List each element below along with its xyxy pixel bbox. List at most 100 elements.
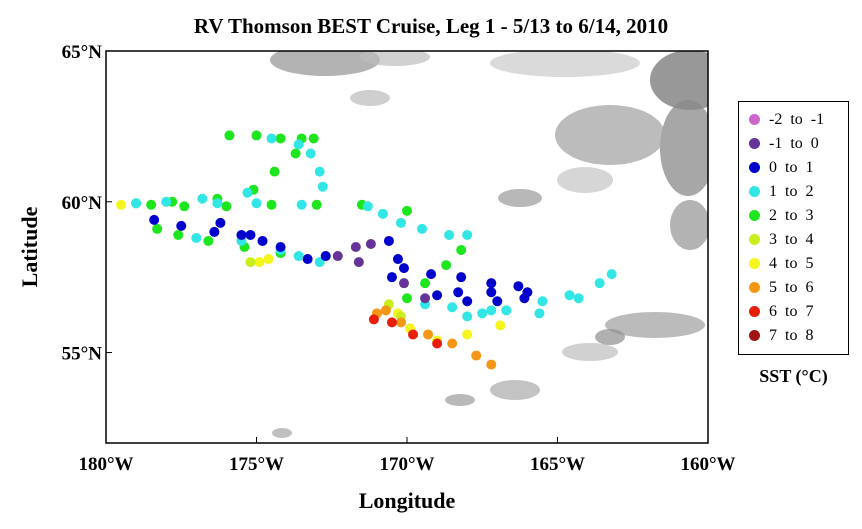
- track-point: [203, 235, 214, 246]
- y-tick-label: 60°N: [62, 193, 103, 214]
- track-point: [263, 254, 274, 265]
- track-point: [131, 198, 142, 209]
- track-point: [212, 198, 223, 209]
- legend-item: 0 to 1: [739, 157, 848, 179]
- track-point: [456, 245, 467, 256]
- legend-label: -2 to -1: [769, 111, 825, 128]
- track-point: [402, 205, 412, 216]
- track-point: [501, 305, 512, 316]
- x-axis-label: Longitude: [359, 488, 456, 513]
- track-point: [395, 217, 406, 228]
- legend-label: 3 to 4: [769, 231, 814, 248]
- track-point: [447, 338, 458, 349]
- legend-label: -1 to 0: [769, 135, 819, 152]
- track-point: [426, 269, 437, 280]
- track-point: [402, 293, 412, 304]
- track-point: [275, 133, 286, 144]
- track-point: [462, 329, 473, 340]
- legend-label: 0 to 1: [769, 159, 814, 176]
- track-point: [236, 229, 247, 240]
- legend-swatch: [749, 186, 760, 197]
- legend-swatch: [749, 162, 760, 173]
- track-point: [519, 293, 530, 304]
- track-point: [486, 287, 497, 298]
- legend-item: 7 to 8: [739, 325, 848, 347]
- track-point: [386, 272, 397, 283]
- track-point: [362, 201, 373, 212]
- track-point: [266, 199, 277, 210]
- track-point: [441, 260, 452, 271]
- track-point: [257, 235, 268, 246]
- track-point: [606, 269, 617, 280]
- legend-swatch: [749, 282, 760, 293]
- track-point: [302, 254, 313, 265]
- track-point: [320, 251, 331, 262]
- legend-item: -1 to 0: [739, 133, 848, 155]
- legend-label: 1 to 2: [769, 183, 814, 200]
- track-point: [365, 238, 376, 249]
- legend-swatch: [749, 234, 760, 245]
- track-point: [197, 193, 208, 204]
- legend-swatch: [749, 138, 760, 149]
- legend-item: 4 to 5: [739, 253, 848, 275]
- track-point: [368, 314, 379, 325]
- track-point: [462, 296, 473, 307]
- legend-swatch: [749, 330, 760, 341]
- track-point: [420, 293, 431, 304]
- track-point: [392, 254, 403, 265]
- track-point: [293, 251, 304, 262]
- track-point: [534, 308, 545, 319]
- track-point: [377, 208, 388, 219]
- track-point: [311, 199, 322, 210]
- track-point: [191, 232, 202, 243]
- x-tick-label: 170°W: [379, 454, 434, 475]
- track-point: [492, 296, 503, 307]
- track-point: [395, 317, 406, 328]
- cruise-track: [116, 130, 617, 370]
- background-clouds: [270, 51, 708, 438]
- track-point: [251, 130, 262, 141]
- track-point: [453, 287, 464, 298]
- track-point: [254, 257, 265, 268]
- x-tick-label: 165°W: [530, 454, 585, 475]
- track-point: [179, 201, 190, 212]
- track-point: [161, 196, 172, 207]
- track-point: [353, 257, 364, 268]
- track-point: [242, 187, 253, 198]
- track-point: [513, 281, 524, 292]
- legend-item: 3 to 4: [739, 229, 848, 251]
- track-point: [152, 223, 163, 234]
- track-point: [245, 257, 256, 268]
- track-point: [305, 148, 316, 159]
- legend-item: 2 to 3: [739, 205, 848, 227]
- track-point: [462, 311, 473, 322]
- track-point: [116, 199, 127, 210]
- legend-label: 4 to 5: [769, 255, 814, 272]
- legend-label: 2 to 3: [769, 207, 814, 224]
- track-point: [251, 198, 262, 209]
- chart-title: RV Thomson BEST Cruise, Leg 1 - 5/13 to …: [193, 14, 669, 38]
- track-point: [537, 296, 548, 307]
- track-point: [224, 130, 235, 141]
- x-tick-label: 160°W: [680, 454, 735, 475]
- track-point: [215, 217, 226, 228]
- track-point: [275, 242, 286, 252]
- track-point: [420, 278, 431, 289]
- track-point: [447, 302, 458, 313]
- track-point: [471, 350, 482, 361]
- track-point: [398, 263, 409, 274]
- track-point: [308, 133, 319, 144]
- y-axis-label: Latitude: [17, 206, 42, 287]
- track-point: [296, 199, 307, 210]
- y-tick-label: 65°N: [62, 42, 103, 63]
- legend-swatch: [749, 306, 760, 317]
- track-point: [173, 229, 184, 240]
- track-point: [386, 317, 397, 328]
- y-tick-label: 55°N: [62, 344, 103, 365]
- track-point: [408, 329, 419, 340]
- track-point: [486, 305, 497, 316]
- track-point: [564, 290, 575, 301]
- legend-item: 1 to 2: [739, 181, 848, 203]
- legend-item: 5 to 6: [739, 277, 848, 299]
- track-point: [486, 359, 497, 370]
